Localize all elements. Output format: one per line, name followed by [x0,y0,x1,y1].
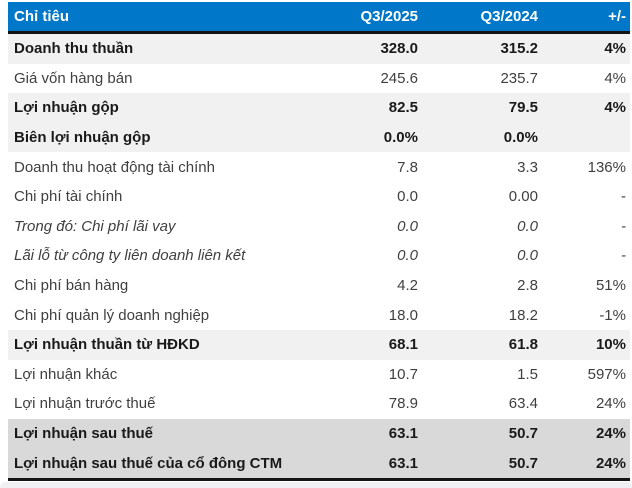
value-q3-2025: 82.5 [388,99,418,117]
column-header-q3-2024: Q3/2024 [480,8,538,25]
value-q3-2024: 3.3 [517,158,538,176]
table-header-row: Chỉ tiêu Q3/2025 Q3/2024 +/- [8,2,630,34]
table-row: Lợi nhuận sau thuế của cổ đông CTM 63.1 50… [8,448,630,478]
value-q3-2025: 63.1 [388,454,418,472]
table-row: Trong đó: Chi phí lãi vay 0.0 0.0 - [8,211,630,242]
table-row: Lãi lỗ từ công ty liên doanh liên kết 0.0… [8,241,630,271]
row-label: Lợi nhuận sau thuế của cổ đông CTM [14,454,283,472]
value-q3-2024: 315.2 [500,40,538,58]
table-row: Biên lợi nhuận gộp 0.0% 0.0% [8,122,630,153]
value-change-pct: 51% [595,277,626,295]
value-q3-2025: 10.7 [388,365,418,383]
value-q3-2025: 0.0% [383,129,418,147]
value-change-pct: 597% [587,365,626,383]
table-row: Lợi nhuận thuần từ HĐKD 68.1 61.8 10% [8,329,630,360]
value-q3-2025: 68.1 [388,336,418,354]
table-row: Chi phí bán hàng 4.2 2.8 51% [8,270,630,301]
value-change-pct: - [621,188,626,206]
value-q3-2024: 0.00 [508,188,538,206]
value-change-pct: 10% [595,336,626,354]
row-label: Chi phí tài chính [14,188,123,206]
table-body: Doanh thu thuần 328.0 315.2 4% Giá vốn hàng … [8,34,630,478]
value-q3-2024: 2.8 [517,277,538,295]
value-q3-2024: 61.8 [508,336,538,354]
column-header-criteria: Chỉ tiêu [14,8,69,25]
value-q3-2025: 0.0 [397,247,418,265]
value-q3-2024: 0.0 [517,217,538,235]
value-q3-2024: 50.7 [508,425,538,443]
value-q3-2025: 63.1 [388,425,418,443]
value-change-pct: 4% [604,69,626,87]
row-label: Giá vốn hàng bán [14,69,133,87]
table-row: Chi phí tài chính 0.0 0.00 - [8,181,630,212]
value-q3-2025: 4.2 [397,277,418,295]
value-q3-2025: 78.9 [388,395,418,413]
table-row: Lợi nhuận sau thuế 63.1 50.7 24% [8,418,630,449]
row-label: Lợi nhuận trước thuế [14,395,156,413]
table-row: Lợi nhuận khác 10.7 1.5 597% [8,359,630,390]
table-row: Lợi nhuận gộp 82.5 79.5 4% [8,93,630,123]
value-q3-2024: 63.4 [508,395,538,413]
table-row: Doanh thu hoạt động tài chính 7.8 3.3 136% [8,152,630,182]
value-change-pct: 24% [595,395,626,413]
value-q3-2024: 235.7 [500,69,538,87]
row-label: Lợi nhuận khác [14,365,118,383]
value-q3-2025: 7.8 [397,158,418,176]
value-q3-2024: 50.7 [508,454,538,472]
row-label: Lợi nhuận sau thuế [14,425,153,443]
value-q3-2024: 0.0 [517,247,538,265]
table-row: Chi phí quản lý doanh nghiệp 18.0 18.2 -1% [8,300,630,330]
table-row: Lợi nhuận trước thuế 78.9 63.4 24% [8,389,630,419]
value-change-pct: 136% [587,158,626,176]
column-header-q3-2025: Q3/2025 [360,8,418,25]
value-change-pct: 4% [604,99,626,117]
card-divider [0,482,632,488]
value-change-pct: 24% [595,425,626,443]
row-label: Biên lợi nhuận gộp [14,129,151,147]
row-label: Lãi lỗ từ công ty liên doanh liên kết [14,247,246,265]
value-q3-2025: 0.0 [397,217,418,235]
value-q3-2024: 18.2 [508,306,538,324]
value-q3-2024: 1.5 [517,365,538,383]
value-q3-2025: 328.0 [380,40,418,58]
table-row: Giá vốn hàng bán 245.6 235.7 4% [8,63,630,94]
row-label: Chi phí bán hàng [14,277,129,295]
value-change-pct: 24% [595,454,626,472]
value-q3-2025: 245.6 [380,69,418,87]
row-label: Lợi nhuận gộp [14,99,119,117]
value-change-pct: - [621,217,626,235]
row-label: Lợi nhuận thuần từ HĐKD [14,336,200,354]
value-q3-2024: 79.5 [508,99,538,117]
value-q3-2025: 18.0 [388,306,418,324]
value-change-pct: -1% [599,306,626,324]
value-change-pct: 4% [604,40,626,58]
value-q3-2024: 0.0% [503,129,538,147]
value-q3-2025: 0.0 [397,188,418,206]
value-change-pct: - [621,247,626,265]
row-label: Chi phí quản lý doanh nghiệp [14,306,210,324]
row-label: Doanh thu thuần [14,40,134,58]
table-row: Doanh thu thuần 328.0 315.2 4% [8,34,630,64]
row-label: Trong đó: Chi phí lãi vay [14,217,176,235]
quarterly-results-table: Chỉ tiêu Q3/2025 Q3/2024 +/- Doanh thu t… [8,2,630,481]
column-header-change: +/- [608,8,626,25]
row-label: Doanh thu hoạt động tài chính [14,158,215,176]
